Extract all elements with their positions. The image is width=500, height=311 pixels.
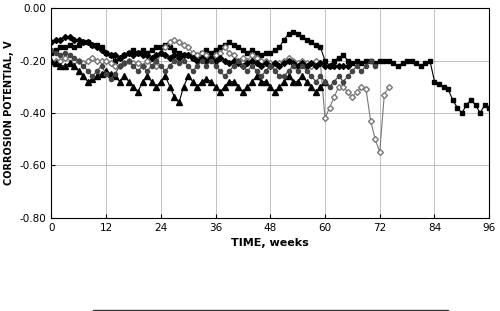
X-axis label: TIME, weeks: TIME, weeks (232, 238, 309, 248)
ECR(DuPont)-DCI-4h-45 (322, 80, 328, 83)
ECR-4h-45 (459, 111, 465, 115)
ECR(Chromate)-DCI-4h-45 (185, 53, 191, 57)
ECR-4h-45 (304, 38, 310, 41)
ECR(Valspar)-DCI-4h-45 (326, 85, 332, 89)
Line: ECR(DCI)-4h-45: ECR(DCI)-4h-45 (50, 38, 391, 154)
ECR(DuPont)-DCI-4h-45 (103, 69, 109, 73)
ECR(DuPont)-DCI-4h-45 (290, 80, 296, 83)
ECR(Chromate)-DCI-4h-45 (126, 51, 132, 54)
ECR(Valspar)-DCI-4h-45 (372, 64, 378, 68)
ECR(DCI)-4h-45 (386, 85, 392, 89)
ECR(DCI)-4h-45 (76, 59, 82, 63)
ECR(DCI)-4h-45 (354, 90, 360, 94)
ECR-4h-45 (268, 51, 274, 54)
ECR(Valspar)-DCI-4h-45 (48, 48, 54, 52)
ECR(DCI)-4h-45 (308, 64, 314, 68)
ECR(DuPont)-DCI-4h-45 (199, 80, 205, 83)
ECR(DuPont)-DCI-4h-45 (217, 90, 223, 94)
ECR-4h-45 (80, 40, 86, 44)
ECR(DCI)-4h-45 (376, 150, 382, 154)
ECR(Valspar)-DCI-4h-45 (254, 69, 260, 73)
Line: ECR(Valspar)-DCI-4h-45: ECR(Valspar)-DCI-4h-45 (50, 48, 378, 89)
ECR(Valspar)-DCI-4h-45 (158, 64, 164, 68)
ECR(DuPont)-DCI-4h-45 (48, 59, 54, 63)
ECR(Chromate)-DCI-4h-45 (62, 35, 68, 39)
ECR(Valspar)-DCI-4h-45 (94, 69, 100, 73)
ECR(Chromate)-DCI-4h-45 (345, 64, 351, 68)
ECR(DuPont)-DCI-4h-45 (144, 74, 150, 78)
ECR(Valspar)-DCI-4h-45 (231, 64, 237, 68)
Line: ECR-4h-45: ECR-4h-45 (50, 30, 492, 115)
ECR-4h-45 (290, 30, 296, 34)
ECR(DCI)-4h-45 (172, 38, 177, 41)
Line: ECR(DuPont)-DCI-4h-45: ECR(DuPont)-DCI-4h-45 (48, 58, 328, 105)
ECR(DuPont)-DCI-4h-45 (176, 100, 182, 104)
ECR(DCI)-4h-45 (318, 61, 324, 65)
ECR(DCI)-4h-45 (331, 95, 337, 99)
ECR-4h-45 (486, 106, 492, 109)
ECR(DCI)-4h-45 (48, 61, 54, 65)
ECR(Chromate)-DCI-4h-45 (144, 53, 150, 57)
ECR(Chromate)-DCI-4h-45 (48, 40, 54, 44)
ECR-4h-45 (162, 43, 168, 47)
Y-axis label: CORROSION POTENTIAL, V: CORROSION POTENTIAL, V (4, 41, 14, 185)
Line: ECR(Chromate)-DCI-4h-45: ECR(Chromate)-DCI-4h-45 (50, 35, 350, 68)
ECR(Valspar)-DCI-4h-45 (126, 59, 132, 63)
Legend: ECR-4h-45, ECR(DCI)-4h-45, ECR(Chromate)-DCI-4h-45, ECR(DuPont)-DCI-4h-45, ECR(V: ECR-4h-45, ECR(DCI)-4h-45, ECR(Chromate)… (92, 310, 449, 311)
ECR(Chromate)-DCI-4h-45 (76, 38, 82, 41)
ECR-4h-45 (390, 61, 396, 65)
ECR-4h-45 (48, 51, 54, 54)
ECR(DuPont)-DCI-4h-45 (112, 74, 118, 78)
ECR(Chromate)-DCI-4h-45 (180, 53, 186, 57)
ECR(Chromate)-DCI-4h-45 (290, 61, 296, 65)
ECR(Chromate)-DCI-4h-45 (240, 64, 246, 68)
ECR(DCI)-4h-45 (322, 116, 328, 120)
ECR(Valspar)-DCI-4h-45 (268, 64, 274, 68)
ECR-4h-45 (62, 46, 68, 49)
